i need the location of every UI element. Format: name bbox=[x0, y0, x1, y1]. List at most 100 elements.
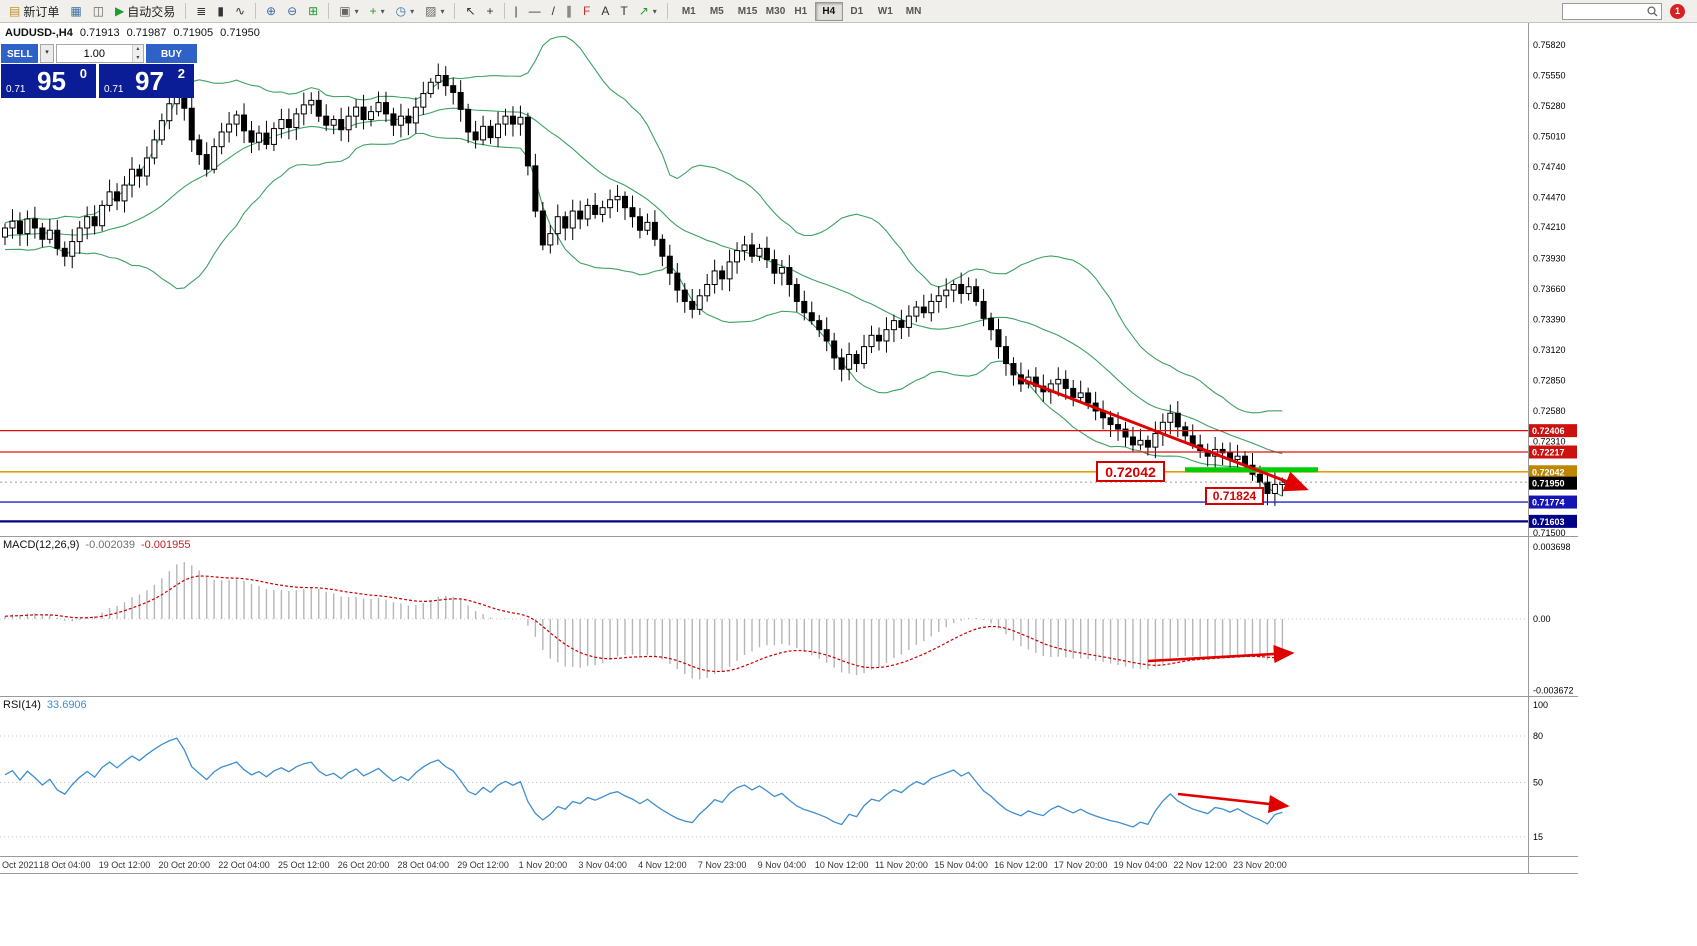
autotrading-icon: ▶ bbox=[115, 4, 125, 18]
new-order-label: 新订单 bbox=[23, 4, 60, 19]
volume-input[interactable] bbox=[57, 45, 132, 62]
text-tool-button[interactable]: A bbox=[596, 1, 614, 21]
svg-text:0.73120: 0.73120 bbox=[1533, 345, 1566, 355]
svg-text:16 Nov 12:00: 16 Nov 12:00 bbox=[994, 860, 1048, 870]
sell-price-box[interactable]: 0.71 95 0 bbox=[1, 64, 96, 98]
templates-button[interactable]: ▨ ▾ bbox=[420, 1, 449, 21]
buy-price-big: 97 bbox=[135, 66, 164, 96]
svg-text:20 Oct 20:00: 20 Oct 20:00 bbox=[159, 860, 211, 870]
toolbar-separator bbox=[454, 3, 456, 19]
caret-down-icon: ▾ bbox=[354, 6, 359, 16]
timeframe-d1[interactable]: D1 bbox=[843, 2, 871, 21]
tile-windows-icon: ⊞ bbox=[308, 4, 319, 18]
candle-chart-icon: ▮ bbox=[217, 4, 224, 18]
svg-text:0.00: 0.00 bbox=[1533, 614, 1551, 624]
candle-chart-button[interactable]: ▮ bbox=[212, 1, 229, 21]
caret-down-icon: ▾ bbox=[410, 6, 415, 16]
current-price-box bbox=[1529, 476, 1577, 490]
crosshair-button[interactable]: + bbox=[482, 1, 499, 21]
periods-button[interactable]: ◷ ▾ bbox=[391, 1, 420, 21]
bar-chart-icon: ≣ bbox=[196, 4, 207, 18]
trendline-icon: / bbox=[551, 4, 556, 18]
svg-text:3 Nov 04:00: 3 Nov 04:00 bbox=[578, 860, 627, 870]
autotrading-button[interactable]: ▶ 自动交易 bbox=[110, 1, 180, 21]
toolbar-separator bbox=[328, 3, 330, 19]
zoom-in-button[interactable]: ⊕ bbox=[261, 1, 281, 21]
zoom-in-icon: ⊕ bbox=[266, 4, 277, 18]
svg-text:0.74470: 0.74470 bbox=[1533, 193, 1566, 203]
timeframe-m15[interactable]: M15 bbox=[731, 2, 759, 21]
autotrading-label: 自动交易 bbox=[127, 4, 176, 19]
chart-ohlc-header: AUDUSD-,H4 0.71913 0.71987 0.71905 0.719… bbox=[5, 27, 260, 39]
notification-badge[interactable]: 1 bbox=[1670, 3, 1685, 19]
volume-box: ▴ ▾ bbox=[56, 44, 144, 63]
charts-window-button[interactable]: ▦ bbox=[65, 1, 86, 21]
svg-text:1 Nov 20:00: 1 Nov 20:00 bbox=[519, 860, 568, 870]
buy-price-small: 0.71 bbox=[104, 84, 124, 95]
timeframe-h1[interactable]: H1 bbox=[787, 2, 815, 21]
buy-price-box[interactable]: 0.71 97 2 bbox=[99, 64, 194, 98]
trend-arrow[interactable] bbox=[1177, 792, 1290, 814]
macd-name: MACD(12,26,9) bbox=[3, 539, 80, 551]
spinner-down-icon[interactable]: ▾ bbox=[132, 53, 143, 62]
arrows-tool-button[interactable]: ↗ ▾ bbox=[634, 1, 662, 21]
price-annotation-label[interactable]: 0.72042 bbox=[1096, 461, 1165, 482]
timeframe-w1[interactable]: W1 bbox=[871, 2, 899, 21]
market-watch-button[interactable]: ◫ bbox=[88, 1, 109, 21]
timeframe-m1[interactable]: M1 bbox=[675, 2, 703, 21]
svg-text:80: 80 bbox=[1533, 731, 1543, 741]
fibonacci-icon: F bbox=[583, 4, 591, 18]
price-axis[interactable]: 0.75820 0.75550 0.75280 0.75010 0.74740 0.744… bbox=[1529, 40, 1577, 538]
volume-dropdown[interactable]: ▾ bbox=[40, 44, 54, 63]
bar-chart-button[interactable]: ≣ bbox=[191, 1, 211, 21]
zoom-out-button[interactable]: ⊖ bbox=[282, 1, 302, 21]
trend-arrow[interactable] bbox=[1147, 644, 1295, 664]
sell-button[interactable]: SELL bbox=[1, 44, 38, 63]
svg-text:23 Nov 20:00: 23 Nov 20:00 bbox=[1233, 860, 1287, 870]
rsi-name: RSI(14) bbox=[3, 699, 41, 711]
vertical-line-button[interactable]: | bbox=[510, 1, 523, 21]
price-level-lines[interactable] bbox=[0, 430, 1528, 523]
line-chart-button[interactable]: ∿ bbox=[230, 1, 250, 21]
price-annotation-label[interactable]: 0.71824 bbox=[1205, 487, 1264, 505]
timeframe-m30[interactable]: M30 bbox=[759, 2, 787, 21]
svg-text:29 Oct 12:00: 29 Oct 12:00 bbox=[457, 860, 509, 870]
trend-arrow[interactable] bbox=[1017, 376, 1309, 492]
time-axis[interactable]: Oct 2021 18 Oct 04:00 19 Oct 12:00 20 Oct 2… bbox=[2, 860, 1287, 870]
new-order-button[interactable]: ▤ 新订单 bbox=[4, 1, 64, 21]
cascade-windows-icon: ▣ bbox=[339, 4, 351, 18]
timeframe-mn[interactable]: MN bbox=[899, 2, 927, 21]
search-input[interactable] bbox=[1566, 4, 1644, 18]
svg-text:17 Nov 20:00: 17 Nov 20:00 bbox=[1054, 860, 1108, 870]
buy-button[interactable]: BUY bbox=[146, 44, 197, 63]
symbol-period-label: AUDUSD-,H4 bbox=[5, 27, 73, 39]
indicators-button[interactable]: + ▾ bbox=[365, 1, 390, 21]
indicators-plus-icon: + bbox=[369, 4, 377, 18]
tile-windows-button[interactable]: ⊞ bbox=[303, 1, 323, 21]
macd-label: MACD(12,26,9) -0.002039 -0.001955 bbox=[3, 539, 191, 551]
horizontal-line-button[interactable]: — bbox=[524, 1, 546, 21]
label-tool-button[interactable]: T bbox=[615, 1, 632, 21]
volume-spinner[interactable]: ▴ ▾ bbox=[131, 45, 143, 62]
toolbar-separator bbox=[255, 3, 257, 19]
svg-text:0.73390: 0.73390 bbox=[1533, 315, 1566, 325]
open-value: 0.71913 bbox=[79, 27, 120, 39]
cursor-button[interactable]: ↖ bbox=[460, 1, 480, 21]
channel-button[interactable]: ∥ bbox=[561, 1, 577, 21]
timeframe-m5[interactable]: M5 bbox=[703, 2, 731, 21]
toolbar-separator bbox=[666, 3, 668, 19]
rsi-label: RSI(14) 33.6906 bbox=[3, 699, 87, 711]
low-value: 0.71905 bbox=[173, 27, 214, 39]
svg-text:0.71500: 0.71500 bbox=[1533, 528, 1566, 538]
fibonacci-button[interactable]: F bbox=[578, 1, 595, 21]
cascade-windows-button[interactable]: ▣ ▾ bbox=[334, 1, 363, 21]
search-icon bbox=[1647, 5, 1658, 16]
svg-text:0.71950: 0.71950 bbox=[1532, 479, 1565, 489]
spinner-up-icon[interactable]: ▴ bbox=[132, 45, 143, 54]
trendline-button[interactable]: / bbox=[547, 1, 560, 21]
horizontal-line-icon: — bbox=[528, 4, 541, 18]
svg-text:0.72850: 0.72850 bbox=[1533, 376, 1566, 386]
chart-window-icon: ▦ bbox=[70, 4, 82, 18]
timeframe-h4[interactable]: H4 bbox=[814, 1, 843, 21]
